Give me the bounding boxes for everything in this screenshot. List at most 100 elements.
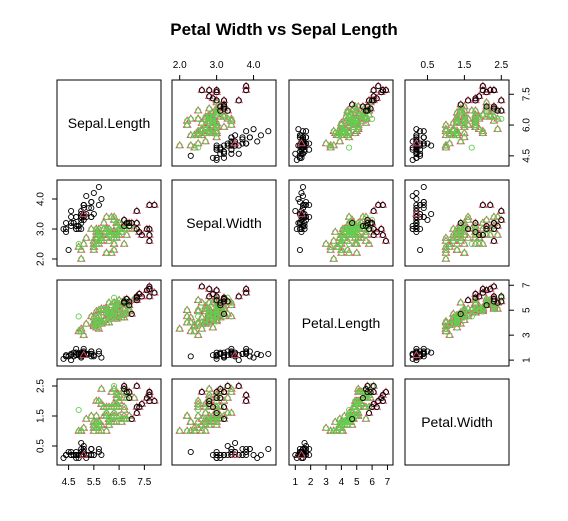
data-point (453, 132, 461, 139)
data-point (479, 111, 486, 118)
data-point (108, 388, 115, 396)
data-point (213, 128, 220, 135)
data-point (298, 146, 305, 153)
data-point (138, 231, 145, 239)
data-point (103, 409, 110, 417)
data-point (206, 305, 213, 313)
data-point (195, 332, 202, 339)
data-point (375, 83, 382, 90)
data-point (100, 219, 107, 227)
panel-frame (288, 179, 394, 267)
data-point (442, 126, 449, 133)
data-point (103, 249, 110, 257)
data-point (202, 317, 209, 324)
data-point (490, 295, 497, 303)
data-point (138, 293, 145, 300)
data-point (246, 445, 253, 453)
data-point (465, 234, 472, 242)
data-point (382, 87, 389, 94)
data-point (217, 388, 224, 396)
data-point (306, 445, 313, 453)
data-point (100, 403, 107, 411)
data-point (446, 243, 453, 251)
data-point (472, 228, 479, 236)
data-point (78, 325, 85, 332)
data-point (494, 299, 501, 306)
data-point (370, 87, 377, 94)
data-point (95, 448, 102, 456)
data-point (362, 237, 370, 245)
data-point (349, 412, 356, 420)
data-point (298, 189, 305, 197)
data-point (220, 113, 228, 120)
data-point (195, 140, 202, 147)
data-point (195, 412, 202, 420)
data-point (184, 427, 191, 435)
data-point (243, 451, 250, 459)
data-point (85, 350, 92, 357)
data-point (453, 234, 461, 242)
data-point (220, 142, 228, 149)
data-point (306, 201, 313, 209)
data-point (195, 128, 202, 135)
data-point (333, 132, 340, 139)
data-point (344, 107, 351, 114)
data-point (113, 231, 120, 239)
data-point (461, 249, 468, 257)
data-point (143, 225, 150, 233)
data-point (339, 418, 346, 426)
data-point (330, 142, 337, 149)
data-point (487, 231, 494, 239)
data-point (413, 146, 420, 153)
data-point (461, 222, 468, 230)
data-point (184, 307, 191, 314)
data-point (453, 246, 461, 254)
data-point (184, 122, 191, 129)
data-point (257, 132, 264, 139)
data-point (349, 421, 356, 429)
data-point (361, 403, 368, 411)
data-point (146, 285, 153, 293)
data-point (339, 231, 346, 239)
data-point (362, 231, 370, 239)
data-point (370, 231, 377, 239)
data-point (330, 255, 337, 263)
data-point (184, 319, 191, 326)
data-point (453, 228, 461, 236)
data-point (450, 231, 457, 239)
data-point (224, 409, 231, 417)
data-point (364, 103, 371, 110)
data-point (243, 140, 250, 147)
data-point (111, 307, 118, 314)
data-point (292, 451, 299, 459)
data-point (68, 451, 75, 459)
data-point (206, 299, 213, 306)
data-point (298, 150, 305, 157)
data-point (490, 298, 497, 305)
data-point (479, 285, 486, 293)
data-point (322, 240, 330, 248)
data-point (121, 406, 128, 414)
data-point (100, 305, 107, 313)
data-point (220, 154, 228, 161)
data-point (254, 454, 261, 462)
data-point (151, 397, 158, 405)
top-tick-label: 2.0 (173, 60, 187, 71)
panel-frame (404, 378, 510, 466)
data-point (126, 388, 133, 396)
data-point (111, 412, 118, 420)
data-point (356, 107, 363, 114)
data-point (483, 107, 490, 114)
data-point (349, 415, 356, 423)
data-point (220, 150, 228, 157)
data-point (442, 122, 449, 129)
data-point (213, 111, 220, 118)
data-point (206, 403, 213, 411)
data-point (228, 409, 235, 417)
data-point (413, 150, 420, 157)
data-point (95, 348, 102, 355)
data-point (364, 382, 371, 390)
data-point (198, 119, 205, 127)
data-point (341, 421, 348, 429)
